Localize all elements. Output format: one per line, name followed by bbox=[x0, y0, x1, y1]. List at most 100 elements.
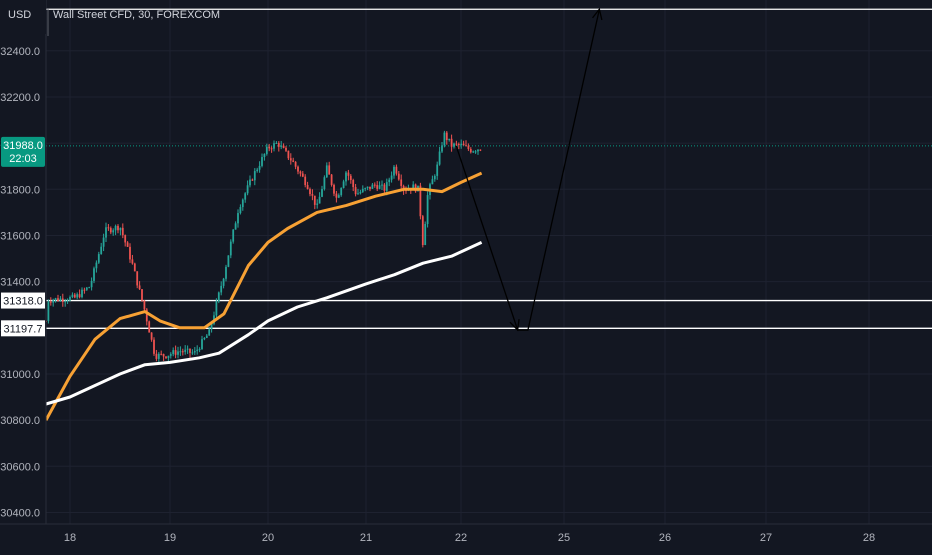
candle-body bbox=[114, 225, 117, 231]
candle-body bbox=[306, 184, 309, 190]
level-label-bg bbox=[1, 292, 45, 309]
candle-body bbox=[64, 301, 67, 303]
candle-body bbox=[453, 143, 455, 147]
candle-body bbox=[309, 189, 311, 195]
bar-countdown: 22:03 bbox=[9, 153, 37, 165]
candle-body bbox=[234, 223, 237, 230]
candle-body bbox=[395, 166, 398, 174]
candle-body bbox=[292, 160, 295, 162]
candle-body bbox=[345, 172, 347, 182]
candle-body bbox=[150, 332, 153, 340]
candle-body bbox=[450, 138, 453, 147]
candle-body bbox=[66, 300, 69, 302]
drawn-arrow-path bbox=[455, 9, 601, 331]
candle-body bbox=[421, 216, 424, 245]
candle-body bbox=[145, 309, 148, 322]
time-tick-label: 28 bbox=[863, 532, 875, 544]
current-price-badge: 31988.0 22:03 bbox=[1, 136, 45, 167]
candle-body bbox=[378, 185, 381, 189]
candle-body bbox=[169, 354, 172, 356]
candle-body bbox=[321, 189, 323, 197]
candle-body bbox=[256, 169, 259, 172]
moving-averages bbox=[44, 171, 483, 421]
candle-body bbox=[325, 165, 328, 178]
candle-body bbox=[222, 278, 225, 286]
candle-body bbox=[136, 271, 139, 286]
price-axis[interactable] bbox=[0, 0, 46, 524]
candle-body bbox=[445, 132, 448, 141]
candle-body bbox=[112, 230, 115, 233]
currency-box[interactable] bbox=[0, 0, 46, 34]
candle-body bbox=[479, 149, 482, 151]
candle-body bbox=[117, 225, 119, 231]
candle-body bbox=[165, 356, 167, 359]
candle-body bbox=[105, 227, 107, 238]
candle-body bbox=[153, 339, 155, 354]
candle-body bbox=[95, 262, 98, 269]
candle-body bbox=[393, 166, 395, 176]
candle-body bbox=[129, 246, 131, 260]
price-tick-label: 31800.0 bbox=[0, 184, 40, 196]
candle-body bbox=[59, 298, 62, 301]
candle-body bbox=[469, 148, 472, 153]
candle-body bbox=[109, 228, 112, 233]
level-label: 31318.0 bbox=[3, 296, 43, 308]
candle-body bbox=[73, 294, 76, 298]
current-price-badge-bg bbox=[1, 136, 45, 167]
candle-body bbox=[184, 349, 187, 352]
candle-body bbox=[349, 175, 352, 180]
candle-body bbox=[181, 351, 184, 353]
candle-body bbox=[210, 323, 213, 330]
time-axis[interactable] bbox=[0, 524, 932, 550]
candle-body bbox=[335, 193, 338, 198]
candle-body bbox=[340, 187, 343, 196]
candle-body bbox=[436, 164, 439, 176]
candle-body bbox=[261, 157, 263, 166]
symbol-title[interactable]: Wall Street CFD, 30, FOREXCOM bbox=[53, 9, 220, 21]
candle-body bbox=[138, 285, 141, 290]
candle-body bbox=[162, 353, 165, 357]
candle-body bbox=[239, 207, 242, 214]
price-tick-label: 32400.0 bbox=[0, 46, 40, 58]
currency-label[interactable]: USD bbox=[8, 9, 31, 21]
horizontal-levels bbox=[46, 8, 932, 329]
candle-body bbox=[472, 151, 475, 153]
candle-body bbox=[241, 199, 244, 208]
candle-body bbox=[455, 143, 458, 145]
candle-body bbox=[323, 177, 326, 190]
candle-body bbox=[177, 351, 179, 355]
candle-body bbox=[280, 145, 283, 147]
candle-body bbox=[311, 194, 314, 196]
candle-body bbox=[361, 188, 364, 192]
time-tick-label: 19 bbox=[164, 532, 176, 544]
candle-body bbox=[227, 255, 230, 267]
candle-body bbox=[237, 213, 239, 224]
candle-body bbox=[318, 196, 321, 204]
current-price-value: 31988.0 bbox=[3, 140, 43, 152]
time-tick-label: 22 bbox=[455, 532, 467, 544]
candle-body bbox=[412, 184, 415, 191]
price-tick-label: 30600.0 bbox=[0, 461, 40, 473]
time-tick-label: 25 bbox=[558, 532, 570, 544]
candle-body bbox=[131, 259, 134, 264]
candle-body bbox=[186, 348, 189, 350]
candle-body bbox=[57, 298, 59, 301]
candle-body bbox=[462, 143, 465, 146]
candle-body bbox=[467, 145, 470, 149]
candle-body bbox=[460, 143, 463, 146]
candle-body bbox=[93, 268, 95, 281]
candle-body bbox=[287, 150, 290, 159]
moving-average-fast-line bbox=[44, 171, 483, 421]
candle-body bbox=[69, 296, 71, 301]
candle-body bbox=[424, 223, 427, 245]
candle-body bbox=[371, 184, 374, 189]
candle-body bbox=[232, 229, 235, 242]
candle-body bbox=[88, 287, 91, 289]
candle-body bbox=[294, 161, 297, 167]
candle-body bbox=[373, 184, 376, 186]
candle-body bbox=[244, 193, 247, 200]
candle-body bbox=[268, 146, 271, 149]
